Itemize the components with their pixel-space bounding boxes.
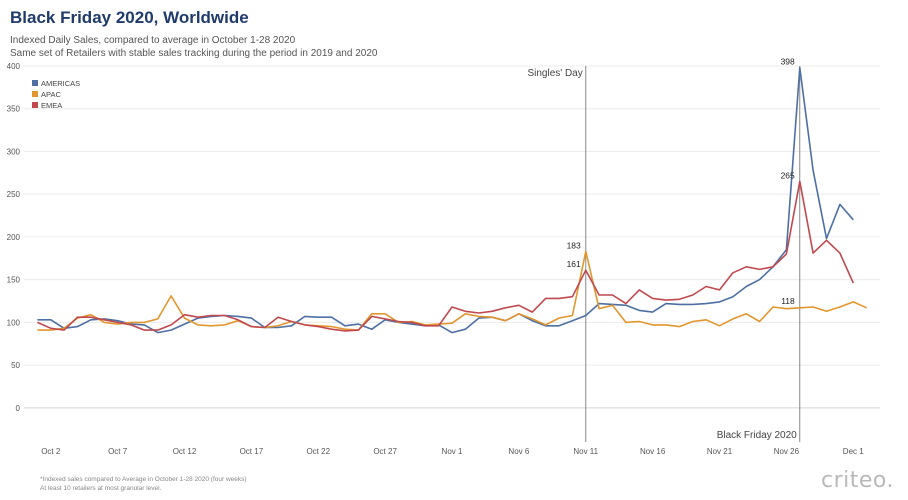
data-label: 118	[781, 296, 795, 306]
series-line-apac	[37, 250, 867, 331]
y-tick-label: 100	[7, 318, 21, 327]
series-line-americas	[37, 66, 854, 334]
chart-subtitle: Indexed Daily Sales, compared to average…	[10, 35, 296, 46]
event-label: Singles' Day	[527, 68, 582, 79]
legend-label: EMEA	[41, 101, 62, 110]
y-tick-label: 400	[7, 62, 21, 71]
y-tick-label: 350	[7, 105, 21, 114]
y-tick-label: 300	[7, 147, 21, 156]
y-tick-label: 150	[7, 276, 21, 285]
event-label: Black Friday 2020	[717, 430, 797, 441]
x-tick-label: Dec 1	[843, 447, 864, 456]
x-tick-label: Nov 11	[573, 447, 598, 456]
legend-swatch	[32, 80, 38, 86]
criteo-logo: criteo.	[821, 468, 894, 493]
x-tick-label: Nov 26	[774, 447, 800, 456]
y-tick-label: 0	[16, 404, 21, 413]
x-tick-label: Oct 22	[306, 447, 330, 456]
legend-swatch	[32, 102, 38, 108]
chart-subtitle-2: Same set of Retailers with stable sales …	[10, 48, 378, 59]
legend-label: AMERICAS	[41, 79, 80, 88]
x-tick-label: Nov 21	[707, 447, 733, 456]
y-tick-label: 50	[11, 361, 20, 370]
x-tick-label: Nov 16	[640, 447, 666, 456]
x-tick-label: Oct 7	[108, 447, 128, 456]
x-tick-label: Oct 2	[41, 447, 61, 456]
data-label: 398	[781, 57, 795, 67]
legend-swatch	[32, 91, 38, 97]
footnote-2: At least 10 retailers at most granular l…	[40, 485, 162, 492]
legend-label: APAC	[41, 90, 61, 99]
y-tick-label: 250	[7, 190, 21, 199]
y-tick-label: 200	[7, 233, 21, 242]
x-tick-label: Oct 17	[240, 447, 264, 456]
data-label: 161	[567, 259, 581, 269]
chart-title: Black Friday 2020, Worldwide	[10, 8, 249, 27]
x-tick-label: Oct 12	[173, 447, 197, 456]
series-line-emea	[37, 180, 855, 332]
x-tick-label: Nov 1	[442, 447, 463, 456]
data-label: 183	[567, 240, 581, 250]
x-tick-label: Nov 6	[508, 447, 529, 456]
data-label: 265	[781, 170, 795, 180]
x-tick-label: Oct 27	[373, 447, 397, 456]
footnote: *Indexed sales compared to Average in Oc…	[40, 476, 247, 483]
